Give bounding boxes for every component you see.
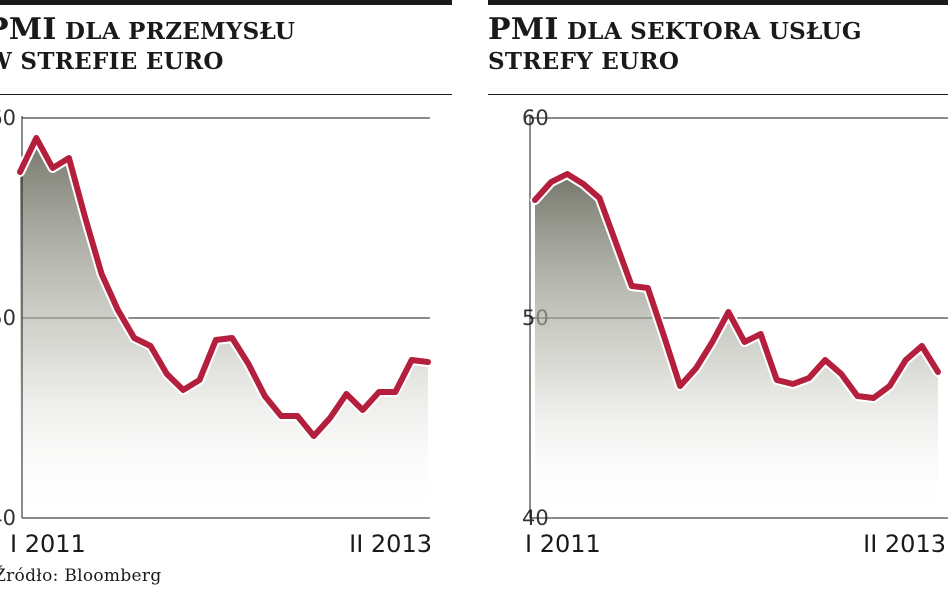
x-label-end: II 2013 [349, 530, 432, 558]
y-tick-label: 60 [522, 106, 549, 130]
title-underline [0, 94, 452, 95]
series-line [17, 135, 431, 439]
title-rest: DLA PRZEMYSŁU [56, 18, 296, 45]
top-rule [488, 0, 948, 5]
title-rest: DLA SEKTORA USŁUG [558, 18, 862, 45]
chart-subtitle: W STREFIE EURO [0, 48, 224, 75]
chart-title: PMI DLA SEKTORA USŁUG [488, 14, 862, 48]
x-label-end: II 2013 [863, 530, 946, 558]
title-underline [488, 94, 948, 95]
chart-panel-services: PMI DLA SEKTORA USŁUG STREFY EURO [488, 0, 948, 560]
y-tick-label: 60 [0, 106, 16, 130]
x-label-start: I 2011 [525, 530, 601, 558]
title-lead: PMI [0, 12, 57, 47]
chart-subtitle: STREFY EURO [488, 48, 680, 75]
chart-panel-manufacturing: PMI DLA PRZEMYSŁU W STREFIE EURO [0, 0, 452, 560]
source-note: Źródło: Bloomberg [0, 566, 162, 586]
series-line [532, 171, 941, 401]
y-tick-label: 40 [0, 506, 16, 530]
top-rule [0, 0, 452, 5]
title-lead: PMI [488, 12, 559, 47]
y-tick-label: 50 [0, 306, 16, 330]
chart-title: PMI DLA PRZEMYSŁU [0, 14, 295, 48]
area-fill [535, 174, 938, 518]
x-label-start: I 2011 [10, 530, 86, 558]
